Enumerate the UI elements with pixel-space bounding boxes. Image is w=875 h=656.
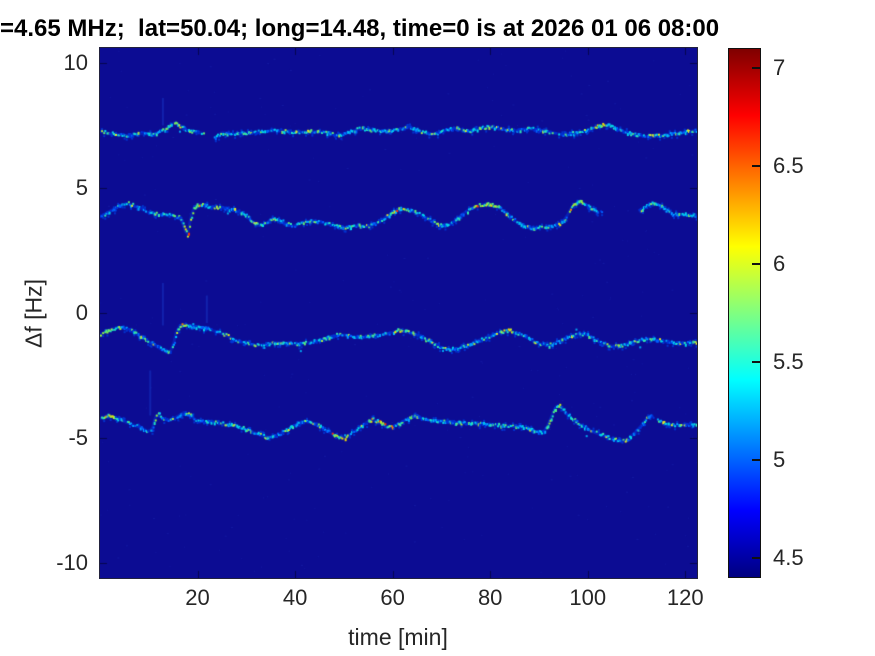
colorbar-tick-label: 7 — [773, 54, 786, 80]
y-tick-label: 10 — [63, 50, 88, 75]
y-axis-label: Δf [Hz] — [20, 278, 47, 349]
plot-area — [99, 47, 698, 579]
y-tick-label: -5 — [68, 425, 88, 450]
x-tick-label: 40 — [282, 585, 308, 610]
colorbar-tick-label: 6 — [773, 250, 786, 276]
x-tick-label: 80 — [477, 585, 503, 610]
x-tick-label: 60 — [380, 585, 405, 610]
x-tick-label: 20 — [185, 585, 210, 610]
colorbar-tick — [752, 262, 760, 265]
x-tick-label: 100 — [569, 585, 607, 610]
y-tick-label: 5 — [75, 175, 88, 200]
colorbar-tick — [752, 361, 760, 364]
colorbar-tick — [752, 164, 760, 167]
colorbar — [728, 48, 761, 578]
colorbar-tick-label: 5.5 — [773, 349, 804, 375]
colorbar-tick — [752, 66, 760, 69]
spectrogram-canvas — [100, 48, 697, 578]
y-tick-label: -10 — [56, 550, 88, 575]
colorbar-tick-label: 4.5 — [773, 545, 804, 571]
colorbar-tick — [752, 557, 760, 560]
colorbar-tick-label: 5 — [773, 447, 786, 473]
colorbar-tick-label: 6.5 — [773, 152, 804, 178]
x-tick-label: 120 — [666, 585, 704, 610]
colorbar-tick — [752, 459, 760, 462]
x-axis-label: time [min] — [348, 624, 448, 650]
figure-title: =4.65 MHz; lat=50.04; long=14.48, time=0… — [0, 15, 720, 42]
y-tick-label: 0 — [75, 300, 88, 325]
